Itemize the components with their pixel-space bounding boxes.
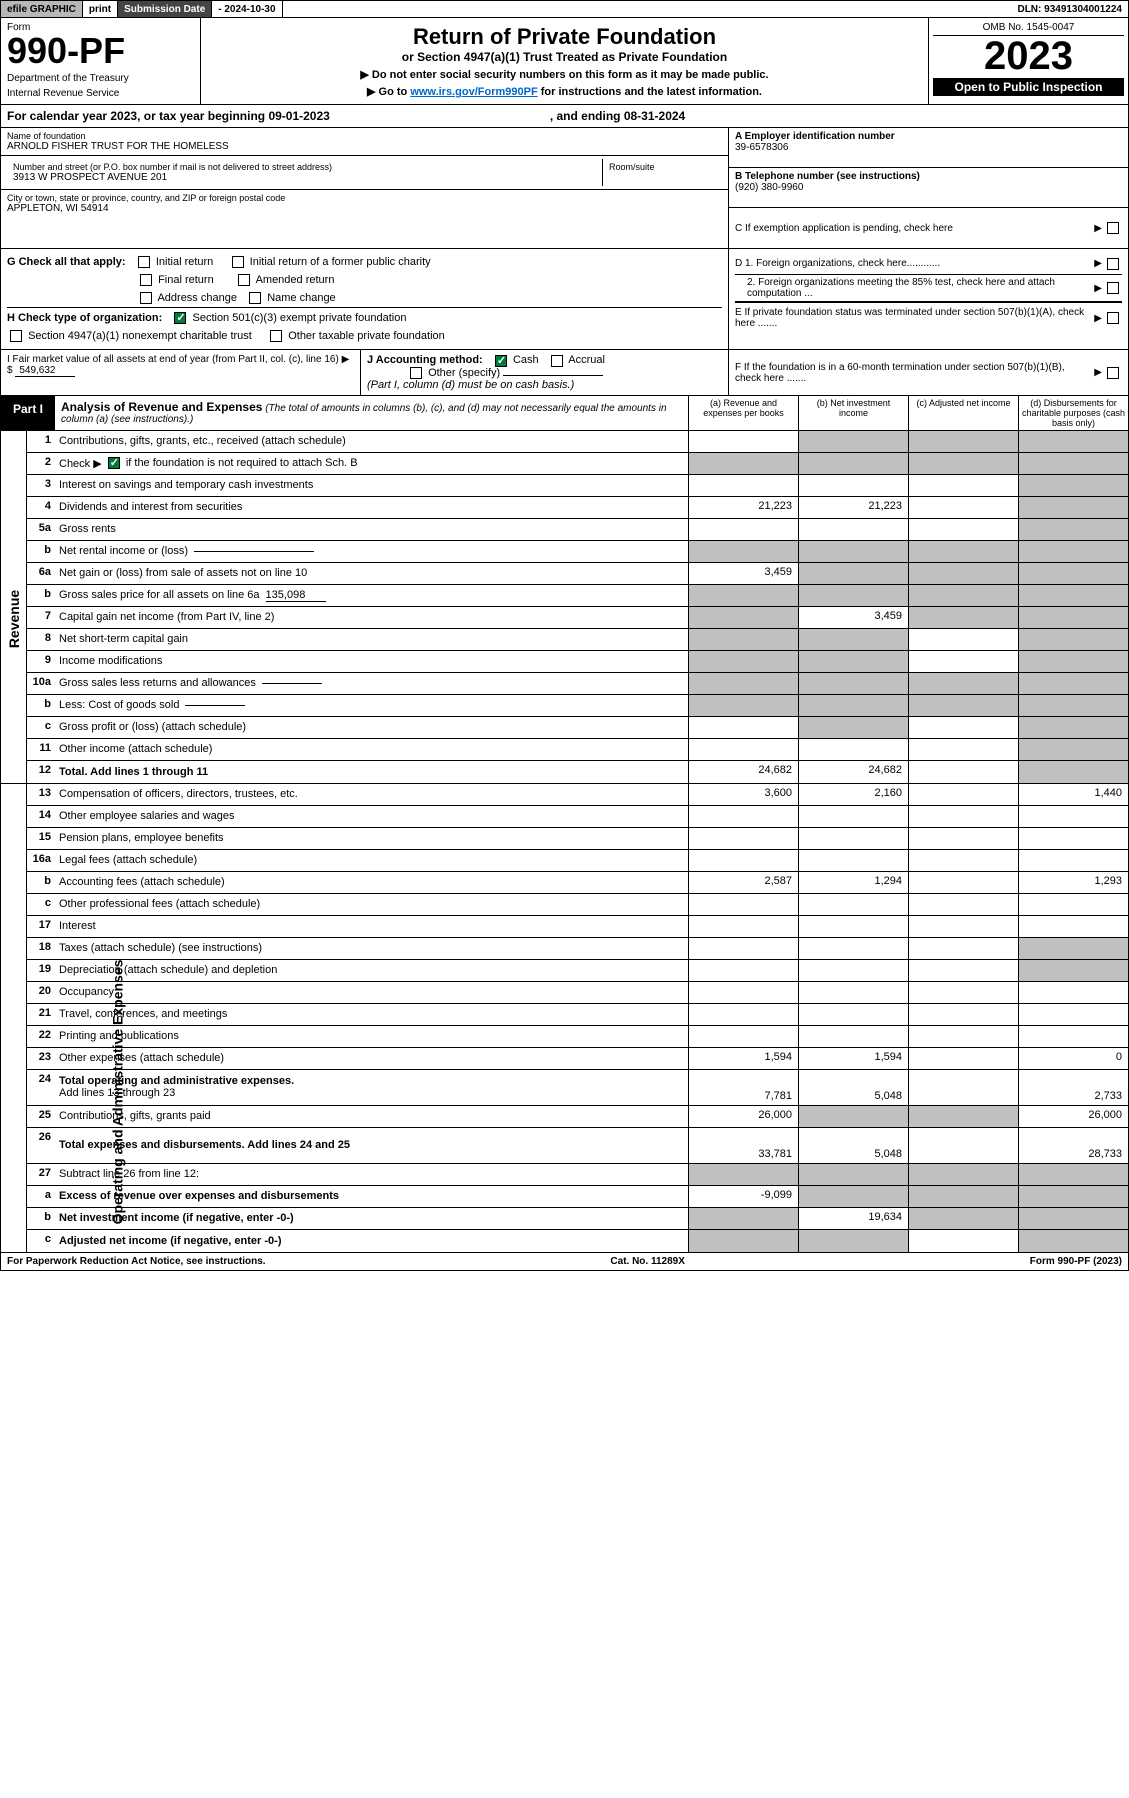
i-value: 549,632	[15, 365, 75, 377]
calendar-year-row: For calendar year 2023, or tax year begi…	[0, 105, 1129, 128]
irs: Internal Revenue Service	[7, 88, 194, 99]
d2-checkbox[interactable]	[1107, 282, 1119, 294]
top-bar: efile GRAPHIC print Submission Date - 20…	[0, 0, 1129, 18]
print-label[interactable]: print	[83, 1, 118, 17]
l2-checkbox[interactable]	[108, 457, 120, 469]
revenue-side-label: Revenue	[6, 589, 22, 647]
note-1: ▶ Do not enter social security numbers o…	[207, 68, 922, 81]
expenses-side-label: Operating and Administrative Expenses	[109, 959, 125, 1224]
expenses-table: Operating and Administrative Expenses 13…	[0, 784, 1129, 1253]
dln: DLN: 93491304001224	[1011, 1, 1128, 17]
g-name-checkbox[interactable]	[249, 292, 261, 304]
f-text: F If the foundation is in a 60-month ter…	[735, 362, 1092, 384]
revenue-table: Revenue 1Contributions, gifts, grants, e…	[0, 431, 1129, 784]
d2-text: 2. Foreign organizations meeting the 85%…	[735, 277, 1092, 299]
footer-left: For Paperwork Reduction Act Notice, see …	[7, 1256, 266, 1267]
phone-value: (920) 380-9960	[735, 182, 1122, 193]
note-2: ▶ Go to www.irs.gov/Form990PF for instru…	[207, 85, 922, 98]
foundation-name-label: Name of foundation	[7, 131, 722, 141]
footer-mid: Cat. No. 11289X	[266, 1256, 1030, 1267]
j-accrual-checkbox[interactable]	[551, 355, 563, 367]
c-checkbox[interactable]	[1107, 222, 1119, 234]
footer-right: Form 990-PF (2023)	[1030, 1256, 1122, 1267]
section-g-h: G Check all that apply: Initial return I…	[0, 249, 1129, 350]
g-label: G Check all that apply:	[7, 256, 126, 268]
form-subtitle: or Section 4947(a)(1) Trust Treated as P…	[207, 50, 922, 64]
col-d-header: (d) Disbursements for charitable purpose…	[1018, 396, 1128, 430]
g-amended-checkbox[interactable]	[238, 274, 250, 286]
j-cash-checkbox[interactable]	[495, 355, 507, 367]
part1-tag: Part I	[1, 396, 55, 430]
room-label: Room/suite	[609, 162, 716, 172]
g-final-checkbox[interactable]	[140, 274, 152, 286]
cal-begin: For calendar year 2023, or tax year begi…	[7, 109, 330, 123]
phone-label: B Telephone number (see instructions)	[735, 171, 1122, 182]
f-checkbox[interactable]	[1107, 367, 1119, 379]
foundation-name: ARNOLD FISHER TRUST FOR THE HOMELESS	[7, 141, 722, 152]
submission-date: - 2024-10-30	[212, 1, 282, 17]
col-b-header: (b) Net investment income	[798, 396, 908, 430]
irs-link[interactable]: www.irs.gov/Form990PF	[410, 86, 537, 98]
form-number: 990-PF	[7, 33, 194, 69]
part1-header: Part I Analysis of Revenue and Expenses …	[0, 396, 1129, 431]
form-header: Form 990-PF Department of the Treasury I…	[0, 18, 1129, 105]
e-checkbox[interactable]	[1107, 312, 1119, 324]
ein-value: 39-6578306	[735, 142, 1122, 153]
g-initial-checkbox[interactable]	[138, 256, 150, 268]
col-c-header: (c) Adjusted net income	[908, 396, 1018, 430]
entity-info: Name of foundation ARNOLD FISHER TRUST F…	[0, 128, 1129, 249]
h-501-checkbox[interactable]	[174, 312, 186, 324]
c-exemption-text: C If exemption application is pending, c…	[735, 223, 1092, 234]
col-a-header: (a) Revenue and expenses per books	[688, 396, 798, 430]
tax-year: 2023	[933, 36, 1124, 76]
page-footer: For Paperwork Reduction Act Notice, see …	[0, 1253, 1129, 1271]
address-label: Number and street (or P.O. box number if…	[13, 162, 596, 172]
j-label: J Accounting method:	[367, 354, 483, 366]
g-initial-former-checkbox[interactable]	[232, 256, 244, 268]
g-addr-checkbox[interactable]	[140, 292, 152, 304]
open-inspection: Open to Public Inspection	[933, 78, 1124, 96]
j-other-checkbox[interactable]	[410, 367, 422, 379]
part1-title: Analysis of Revenue and Expenses	[61, 400, 262, 414]
submission-label: Submission Date	[118, 1, 212, 17]
form-title: Return of Private Foundation	[207, 24, 922, 50]
ein-label: A Employer identification number	[735, 131, 1122, 142]
cal-end: , and ending 08-31-2024	[550, 109, 685, 123]
h-other-checkbox[interactable]	[270, 330, 282, 342]
city-value: APPLETON, WI 54914	[7, 203, 722, 214]
d1-text: D 1. Foreign organizations, check here..…	[735, 258, 1092, 269]
address: 3913 W PROSPECT AVENUE 201	[13, 172, 596, 183]
section-i-j: I Fair market value of all assets at end…	[0, 350, 1129, 395]
h-label: H Check type of organization:	[7, 312, 162, 324]
j-note: (Part I, column (d) must be on cash basi…	[367, 379, 722, 391]
efile-tag: efile GRAPHIC	[1, 1, 83, 17]
d1-checkbox[interactable]	[1107, 258, 1119, 270]
city-label: City or town, state or province, country…	[7, 193, 722, 203]
dept: Department of the Treasury	[7, 73, 194, 84]
e-text: E If private foundation status was termi…	[735, 307, 1092, 329]
h-4947-checkbox[interactable]	[10, 330, 22, 342]
